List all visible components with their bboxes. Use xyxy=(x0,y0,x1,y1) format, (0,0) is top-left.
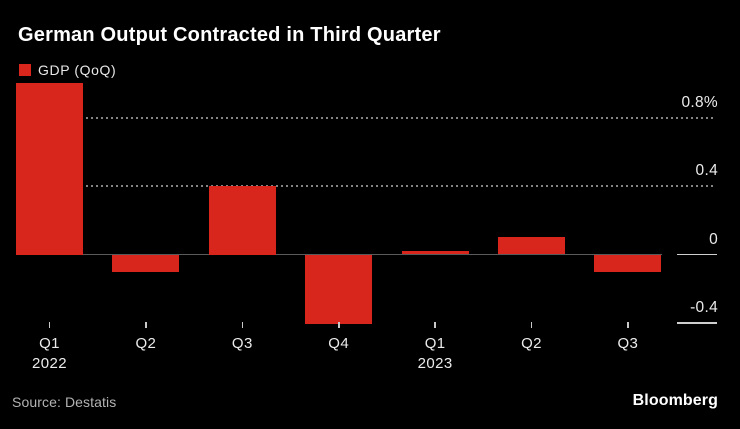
legend-swatch-icon xyxy=(19,63,31,76)
xtick-0 xyxy=(48,322,51,328)
bar-q3-2023 xyxy=(594,255,662,273)
bar-q1-2023 xyxy=(401,251,469,254)
xlabel-quarter-2: Q3 xyxy=(231,335,253,352)
xlabel-quarter-6: Q3 xyxy=(617,335,639,352)
source-credit: Source: Destatis xyxy=(12,394,117,410)
xlabel-quarter-0: Q1 xyxy=(39,335,60,352)
ytick-label-2: 0 xyxy=(709,230,718,248)
axis-stub-0 xyxy=(677,253,717,256)
xlabel-quarter-3: Q4 xyxy=(328,335,350,352)
chart-title: German Output Contracted in Third Quarte… xyxy=(18,24,441,46)
bar-q4-2022 xyxy=(305,255,373,324)
bloomberg-logo: Bloomberg xyxy=(632,392,718,409)
xtick-2 xyxy=(241,322,244,328)
xtick-5 xyxy=(530,322,533,328)
bar-q2-2022 xyxy=(112,255,180,273)
gridline-0.4 xyxy=(16,185,716,187)
bar-q2-2023 xyxy=(498,237,565,255)
bar-q1-2022 xyxy=(16,83,83,255)
xlabel-quarter-4: Q1 xyxy=(424,335,446,352)
bar-q3-2022 xyxy=(208,186,276,255)
chart-legend: GDP (QoQ) xyxy=(19,61,117,78)
legend-label: GDP (QoQ) xyxy=(38,61,117,78)
xlabel-quarter-5: Q2 xyxy=(521,335,542,352)
zero-baseline xyxy=(16,253,662,256)
xlabel-quarter-1: Q2 xyxy=(135,335,157,352)
xlabel-year-4: 2023 xyxy=(417,355,453,372)
axis-stub--0.4 xyxy=(677,322,717,324)
ytick-label-3: -0.4 xyxy=(690,299,718,316)
xlabel-year-0: 2022 xyxy=(32,355,67,372)
xtick-3 xyxy=(338,322,340,328)
xtick-1 xyxy=(145,322,147,328)
ytick-label-1: 0.4 xyxy=(695,162,718,179)
xtick-6 xyxy=(627,322,629,328)
xtick-4 xyxy=(434,322,436,328)
ytick-label-0: 0.8% xyxy=(681,93,718,111)
gridline-0.8% xyxy=(16,116,716,119)
